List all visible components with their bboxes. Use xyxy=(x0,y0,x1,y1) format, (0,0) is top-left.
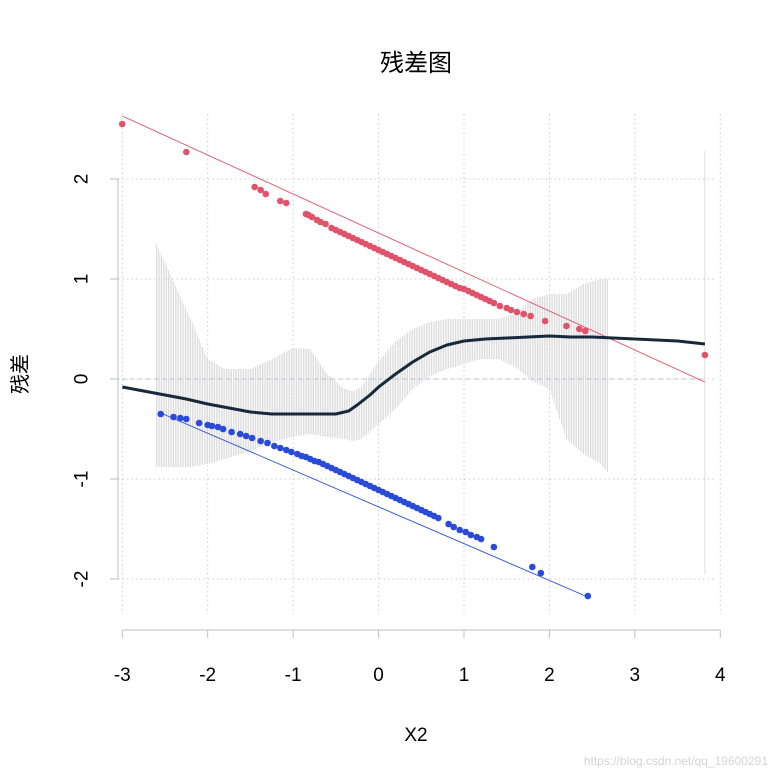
x-tick-label: -3 xyxy=(114,665,131,686)
upper-residual-point xyxy=(513,308,521,316)
upper-residual-point xyxy=(317,218,324,226)
upper-residual-point xyxy=(118,120,126,128)
upper-residual-point xyxy=(581,327,589,335)
lower-residual-point xyxy=(264,439,271,447)
upper-residual-point xyxy=(496,302,504,310)
upper-residual-point xyxy=(701,351,709,359)
lower-fit-line xyxy=(160,412,589,598)
x-tick-label: 4 xyxy=(715,665,726,686)
upper-residual-point xyxy=(308,213,316,221)
lower-residual-point xyxy=(236,430,244,438)
lower-residual-point xyxy=(228,428,235,436)
x-tick-label: 1 xyxy=(459,665,470,686)
lower-residual-point xyxy=(208,422,216,430)
y-tick-label: 1 xyxy=(72,274,93,285)
lower-residual-point xyxy=(529,563,536,571)
lower-residual-point xyxy=(477,535,485,543)
upper-residual-point xyxy=(507,306,515,314)
upper-residual-point xyxy=(520,310,528,318)
x-tick-label: 3 xyxy=(630,665,641,686)
lower-residual-point xyxy=(490,543,498,551)
lower-residual-point xyxy=(537,569,545,577)
lower-residual-point xyxy=(257,437,264,445)
lower-residual-point xyxy=(195,419,203,427)
upper-fit-line xyxy=(122,115,706,383)
y-tick-label: 0 xyxy=(72,374,93,385)
lower-residual-point xyxy=(456,526,464,534)
lower-residual-point xyxy=(157,410,165,418)
upper-residual-point xyxy=(277,197,284,205)
lower-residual-point xyxy=(277,444,284,452)
lower-residual-point xyxy=(214,423,222,431)
lower-residual-point xyxy=(248,434,256,442)
upper-residual-point xyxy=(527,312,534,320)
lower-residual-point xyxy=(183,415,190,423)
y-tick-label: -1 xyxy=(72,471,93,488)
fit-lines xyxy=(122,115,706,598)
grid xyxy=(118,114,721,614)
lower-residual-point xyxy=(584,592,592,600)
upper-residual-point xyxy=(490,299,498,307)
lower-residual-point xyxy=(445,520,452,528)
upper-residual-point xyxy=(262,190,270,198)
lower-residual-point xyxy=(219,425,227,433)
x-axis-label: X2 xyxy=(404,725,427,746)
y-tick-label: 2 xyxy=(72,174,93,185)
lower-residual-point xyxy=(467,531,475,539)
lower-residual-point xyxy=(450,523,458,531)
x-tick-label: -1 xyxy=(285,665,302,686)
upper-residual-point xyxy=(541,317,549,325)
upper-residual-point xyxy=(563,322,570,330)
lower-residual-point xyxy=(271,442,278,450)
y-tick-label: -2 xyxy=(72,571,93,588)
upper-residual-point xyxy=(183,148,190,156)
x-tick-label: -2 xyxy=(199,665,216,686)
smooth-curve-layer xyxy=(122,334,706,416)
lower-residual-point xyxy=(170,413,177,421)
upper-residual-point xyxy=(322,220,329,228)
watermark: https://blog.csdn.net/qq_19600291 xyxy=(584,754,768,768)
ci-band xyxy=(156,151,706,574)
axes: -3 -2 -1 0 1 2 3 4 -2 -1 0 1 2 xyxy=(72,174,726,686)
smooth-curve xyxy=(122,334,706,416)
upper-residual-point xyxy=(282,199,290,207)
residual-points xyxy=(118,120,709,600)
upper-residual-point xyxy=(257,186,264,194)
upper-residual-point xyxy=(576,325,583,333)
lower-residual-point xyxy=(462,528,469,536)
y-axis-label: 残差 xyxy=(8,354,32,394)
lower-residual-point xyxy=(242,432,250,440)
chart-title: 残差图 xyxy=(380,49,452,77)
x-tick-label: 2 xyxy=(544,665,555,686)
lower-residual-point xyxy=(177,414,184,422)
lower-residual-point xyxy=(282,446,290,454)
x-tick-label: 0 xyxy=(373,665,384,686)
upper-residual-point xyxy=(251,183,258,191)
lower-residual-point xyxy=(288,448,295,456)
lower-residual-point xyxy=(435,514,442,522)
